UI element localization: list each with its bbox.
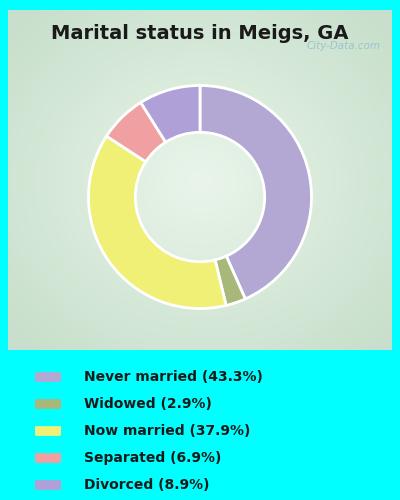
Wedge shape	[141, 86, 200, 142]
FancyBboxPatch shape	[35, 399, 61, 409]
Text: Marital status in Meigs, GA: Marital status in Meigs, GA	[51, 24, 349, 42]
FancyBboxPatch shape	[35, 453, 61, 463]
Wedge shape	[88, 136, 226, 308]
FancyBboxPatch shape	[35, 372, 61, 382]
FancyBboxPatch shape	[35, 426, 61, 436]
FancyBboxPatch shape	[35, 480, 61, 490]
Text: Widowed (2.9%): Widowed (2.9%)	[84, 397, 212, 411]
Text: Now married (37.9%): Now married (37.9%)	[84, 424, 250, 438]
Text: City-Data.com: City-Data.com	[306, 40, 380, 50]
Wedge shape	[200, 86, 312, 299]
Wedge shape	[106, 102, 166, 162]
Wedge shape	[215, 256, 245, 306]
Text: Separated (6.9%): Separated (6.9%)	[84, 451, 221, 465]
Text: Never married (43.3%): Never married (43.3%)	[84, 370, 263, 384]
Text: Divorced (8.9%): Divorced (8.9%)	[84, 478, 210, 492]
